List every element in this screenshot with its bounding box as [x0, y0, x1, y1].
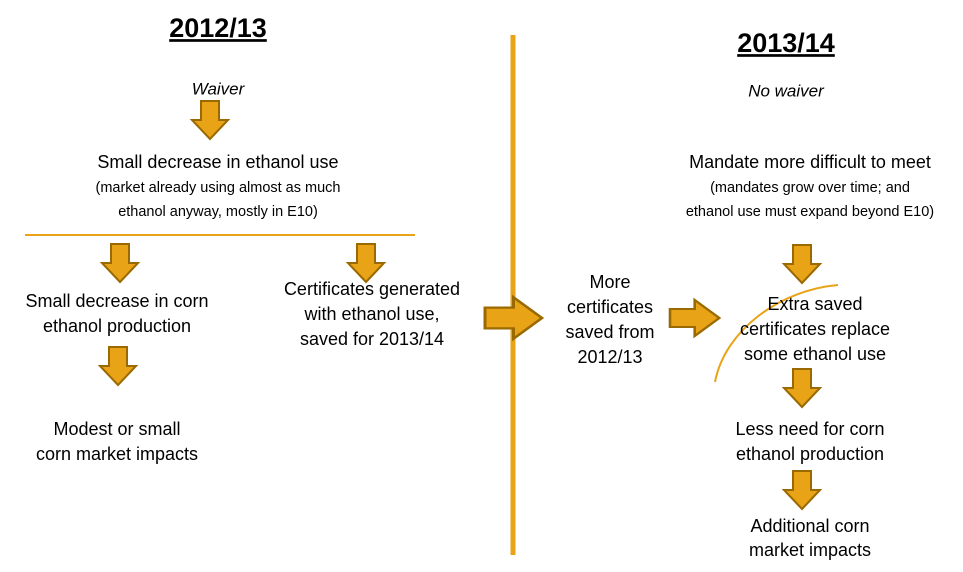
- left-production: ethanol production: [43, 316, 191, 336]
- arrow: [347, 243, 385, 283]
- right-replace: Extra saved: [767, 294, 862, 314]
- right-header: 2013/14: [737, 28, 835, 58]
- left-certificates: Certificates generated: [284, 279, 460, 299]
- curve: [714, 284, 839, 383]
- right-impacts: market impacts: [749, 540, 871, 560]
- arrow: [483, 295, 544, 341]
- right-condition: No waiver: [748, 81, 825, 100]
- arrow: [191, 100, 229, 140]
- left-condition: Waiver: [192, 79, 246, 98]
- arrow: [783, 368, 821, 408]
- middle-text: certificates: [567, 297, 653, 317]
- arrow: [783, 470, 821, 510]
- left-main-detail: ethanol anyway, mostly in E10): [118, 204, 318, 220]
- arrow: [783, 244, 821, 284]
- left-impacts: Modest or small: [53, 419, 180, 439]
- left-header: 2012/13: [169, 13, 267, 43]
- arrow: [668, 298, 721, 338]
- middle-text: saved from: [565, 322, 654, 342]
- left-certificates: with ethanol use,: [303, 304, 439, 324]
- left-main-title: Small decrease in ethanol use: [97, 152, 338, 172]
- left-production: Small decrease in corn: [25, 291, 208, 311]
- right-impacts: Additional corn: [750, 516, 869, 536]
- right-replace: certificates replace: [740, 319, 890, 339]
- left-certificates: saved for 2013/14: [300, 329, 444, 349]
- right-replace: some ethanol use: [744, 344, 886, 364]
- left-main-detail: (market already using almost as much: [96, 180, 341, 196]
- arrow: [99, 346, 137, 386]
- right-main-detail: (mandates grow over time; and: [710, 180, 910, 196]
- left-impacts: corn market impacts: [36, 444, 198, 464]
- right-main-detail: ethanol use must expand beyond E10): [686, 204, 934, 220]
- arrow: [101, 243, 139, 283]
- middle-text: More: [589, 272, 630, 292]
- right-production: Less need for corn: [735, 419, 884, 439]
- right-production: ethanol production: [736, 444, 884, 464]
- middle-text: 2012/13: [577, 347, 642, 367]
- right-main-title: Mandate more difficult to meet: [689, 152, 931, 172]
